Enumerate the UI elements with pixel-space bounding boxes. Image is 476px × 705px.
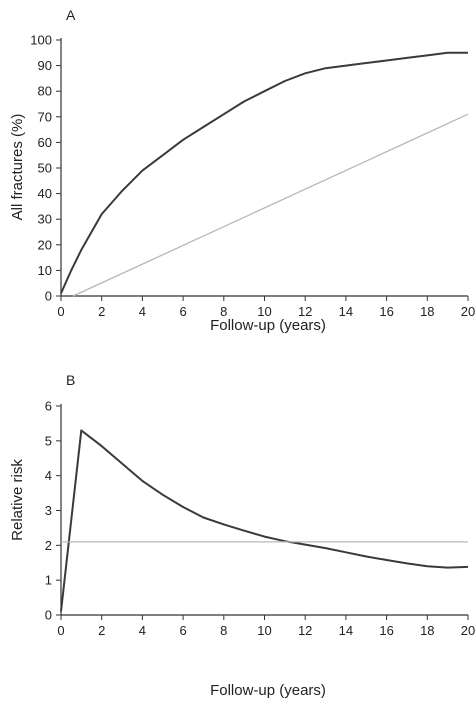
panel-b-x-tick-label: 20 <box>461 623 475 638</box>
panel-a-y-tick-label: 80 <box>38 84 52 99</box>
panel-a-x-tick-label: 8 <box>220 304 227 319</box>
panel-a-x-tick-label: 12 <box>298 304 312 319</box>
panel-a-series-1-line <box>60 51 468 294</box>
panel-a-x-tick-label: 16 <box>379 304 393 319</box>
panel-a-xlabel: Follow-up (years) <box>210 317 326 334</box>
panel-a-y-tick-label: 0 <box>45 289 52 304</box>
panel-b-x-tick-label: 12 <box>298 623 312 638</box>
panel-b-x-tick-label: 8 <box>220 623 227 638</box>
panel-a-x-tick-label: 2 <box>98 304 105 319</box>
panel-b-y-tick-label: 0 <box>45 608 52 623</box>
panel-b-series-1-line <box>60 429 469 612</box>
panel-b-x-tick-label: 16 <box>379 623 393 638</box>
panel-b-x-tick-label: 18 <box>420 623 434 638</box>
panel-b-letter: B <box>66 372 75 388</box>
panel-a-y-tick-label: 40 <box>38 186 52 201</box>
panel-b-x-tick-label: 0 <box>57 623 64 638</box>
panel-a-x-tick-label: 10 <box>257 304 271 319</box>
panel-b-x-tick-label: 2 <box>98 623 105 638</box>
panel-a-letter: A <box>66 7 76 23</box>
panel-b-x-tick-label: 10 <box>257 623 271 638</box>
panel-b-x-tick-label: 6 <box>179 623 186 638</box>
panel-b-y-tick-label: 3 <box>45 503 52 518</box>
panel-b-x-tick-label: 14 <box>339 623 353 638</box>
panel-a-x-tick-label: 14 <box>339 304 353 319</box>
panel-a-series-2-line <box>72 113 469 297</box>
panel-a-x-tick-label: 20 <box>461 304 475 319</box>
chart-panel-b: B Relative risk Follow-up (years) 012345… <box>9 372 475 699</box>
panel-a-y-tick-label: 70 <box>38 109 52 124</box>
panel-a-y-tick-label: 60 <box>38 135 52 150</box>
panel-b-y-tick-label: 5 <box>45 433 52 448</box>
panel-a-y-tick-label: 50 <box>38 161 52 176</box>
panel-a-y-tick-label: 90 <box>38 58 52 73</box>
panel-a-y-tick-label: 30 <box>38 212 52 227</box>
panel-b-y-tick-label: 4 <box>45 468 52 483</box>
panel-a-x-tick-label: 6 <box>179 304 186 319</box>
panel-a-x-tick-label: 0 <box>57 304 64 319</box>
panel-b-y-tick-label: 2 <box>45 538 52 553</box>
panel-a-y-tick-label: 100 <box>30 33 52 48</box>
panel-b-y-tick-label: 6 <box>45 399 52 414</box>
panel-a-x-tick-label: 18 <box>420 304 434 319</box>
panel-b-y-tick-label: 1 <box>45 573 52 588</box>
panel-b-xlabel: Follow-up (years) <box>210 682 326 699</box>
panel-a-x-tick-label: 4 <box>139 304 146 319</box>
panel-a-y-tick-label: 10 <box>38 263 52 278</box>
panel-a-y-tick-label: 20 <box>38 237 52 252</box>
panel-a-ylabel: All fractures (%) <box>9 114 26 221</box>
panel-b-x-tick-label: 4 <box>139 623 146 638</box>
chart-panel-a: A All fractures (%) Follow-up (years) 0 1… <box>9 7 475 334</box>
panel-b-ylabel: Relative risk <box>9 459 26 541</box>
